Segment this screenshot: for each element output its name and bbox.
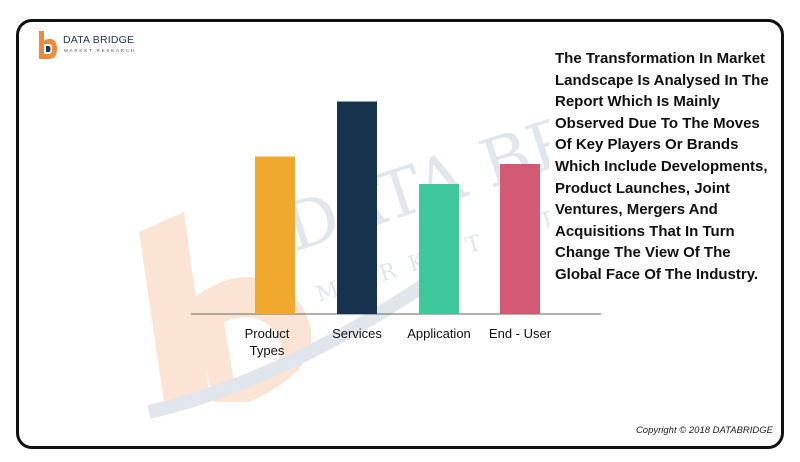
description-text: The Transformation In Market Landscape I… (555, 50, 769, 283)
logo-tagline: MARKET RESEARCH (64, 48, 136, 53)
bar-1 (337, 101, 377, 314)
bar-2 (419, 184, 459, 314)
logo-name: DATA BRIDGE (63, 34, 135, 46)
bar-chart: Product Types Services Application End - Use… (191, 101, 601, 358)
x-tick-label-0: Product Types (245, 326, 290, 358)
copyright-text: Copyright © 2018 DATABRIDGE (635, 425, 773, 436)
bar-3 (500, 164, 540, 314)
data-bridge-logo-icon (39, 31, 57, 59)
bar-0 (255, 156, 295, 314)
x-tick-label-3: End - User (489, 326, 552, 341)
x-tick-label-2: Application (407, 326, 471, 341)
x-tick-label-1: Services (332, 326, 382, 341)
infographic-frame: DATA BRIDGE MARKET RESEARCH DATA BRIDGE … (16, 19, 784, 449)
